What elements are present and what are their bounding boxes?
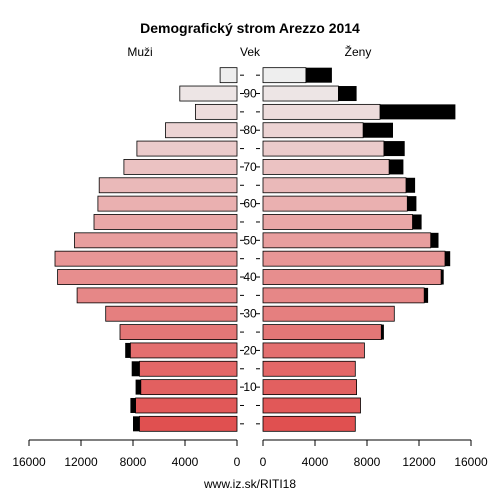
bar-women-excess-80-84 <box>363 122 393 138</box>
axes-group: 0 0 4000 4000 8000 8000 12000 12000 16000 16000 10… <box>12 74 488 469</box>
bar-men-55-59 <box>93 214 238 230</box>
bar-men-excess-0-4 <box>133 416 140 432</box>
bar-women-35-39 <box>262 287 425 304</box>
bar-women-excess-75-79 <box>383 141 405 157</box>
bar-women-10-14 <box>262 379 357 396</box>
age-label-30: 30 <box>243 307 257 321</box>
bar-women-excess-25-29 <box>381 324 384 340</box>
bar-men-85-89 <box>194 103 238 120</box>
bar-men-30-34 <box>105 305 238 322</box>
bar-women-70-74 <box>262 159 390 175</box>
chart-title: Demografický strom Arezzo 2014 <box>140 20 360 36</box>
bar-men-0-4 <box>139 415 238 432</box>
age-label-90: 90 <box>243 87 257 101</box>
center-axis-label: Vek <box>240 45 261 59</box>
bar-women-20-24 <box>262 342 365 359</box>
bar-women-excess-35-39 <box>424 287 429 303</box>
bar-women-90-94 <box>262 85 339 102</box>
age-label-70: 70 <box>243 160 257 174</box>
x-tick-label-right-16000: 16000 <box>454 455 488 469</box>
bar-women-30-34 <box>262 305 395 322</box>
bar-women-excess-45-49 <box>445 251 451 267</box>
age-label-80: 80 <box>243 123 257 137</box>
bars-group <box>54 67 456 432</box>
bar-women-excess-70-74 <box>389 159 404 175</box>
bar-men-45-49 <box>54 250 238 267</box>
bar-women-55-59 <box>262 214 413 230</box>
age-label-10: 10 <box>243 380 257 394</box>
bar-men-5-9 <box>135 397 238 414</box>
bar-men-35-39 <box>76 287 238 304</box>
bar-women-excess-65-69 <box>406 177 416 193</box>
bar-men-75-79 <box>136 140 238 157</box>
bar-men-25-29 <box>119 324 238 340</box>
x-tick-label-right-0: 0 <box>260 455 267 469</box>
bar-women-65-69 <box>262 177 407 194</box>
left-series-label: Muži <box>127 45 152 59</box>
bar-women-75-79 <box>262 140 385 157</box>
bar-men-10-14 <box>140 379 238 396</box>
bar-women-excess-90-94 <box>338 86 357 102</box>
bar-men-95+ <box>219 67 238 84</box>
bar-men-60-64 <box>97 195 238 212</box>
bar-men-40-44 <box>57 269 238 285</box>
x-tick-label-left-16000: 16000 <box>12 455 46 469</box>
bar-women-45-49 <box>262 250 446 267</box>
bar-women-excess-95+ <box>305 67 332 83</box>
bar-men-excess-5-9 <box>130 397 136 413</box>
age-label-20: 20 <box>243 343 257 357</box>
bar-women-excess-50-54 <box>430 232 439 248</box>
bar-women-15-19 <box>262 360 356 377</box>
bar-women-60-64 <box>262 195 408 212</box>
bar-women-excess-40-44 <box>441 269 444 285</box>
bar-women-80-84 <box>262 122 364 139</box>
bar-men-15-19 <box>139 360 238 377</box>
bar-women-25-29 <box>262 324 382 340</box>
age-label-50: 50 <box>243 233 257 247</box>
footer-source: www.iz.sk/RITI18 <box>203 477 296 491</box>
bar-women-5-9 <box>262 397 361 414</box>
bar-men-50-54 <box>74 232 238 249</box>
right-series-label: Ženy <box>345 44 372 59</box>
bar-women-40-44 <box>262 269 442 285</box>
bar-women-excess-55-59 <box>412 214 422 230</box>
x-tick-label-left-12000: 12000 <box>64 455 98 469</box>
bar-women-0-4 <box>262 415 356 432</box>
bar-women-excess-85-89 <box>380 104 456 120</box>
bar-men-70-74 <box>123 159 238 175</box>
x-tick-label-right-12000: 12000 <box>402 455 436 469</box>
age-label-40: 40 <box>243 270 257 284</box>
bar-women-50-54 <box>262 232 432 249</box>
x-tick-label-right-4000: 4000 <box>302 455 329 469</box>
bar-women-85-89 <box>262 103 381 120</box>
age-label-60: 60 <box>243 197 257 211</box>
x-tick-label-right-8000: 8000 <box>354 455 381 469</box>
bar-women-95+ <box>262 67 307 84</box>
x-tick-label-left-8000: 8000 <box>120 455 147 469</box>
bar-men-65-69 <box>98 177 238 194</box>
bar-men-excess-15-19 <box>131 361 140 377</box>
bar-men-20-24 <box>129 342 238 359</box>
bar-men-excess-10-14 <box>135 379 141 395</box>
bar-men-80-84 <box>165 122 238 139</box>
bar-men-90-94 <box>179 85 238 102</box>
x-tick-label-left-0: 0 <box>234 455 241 469</box>
x-tick-label-left-4000: 4000 <box>172 455 199 469</box>
bar-men-excess-20-24 <box>125 342 131 358</box>
bar-women-excess-60-64 <box>407 196 417 212</box>
